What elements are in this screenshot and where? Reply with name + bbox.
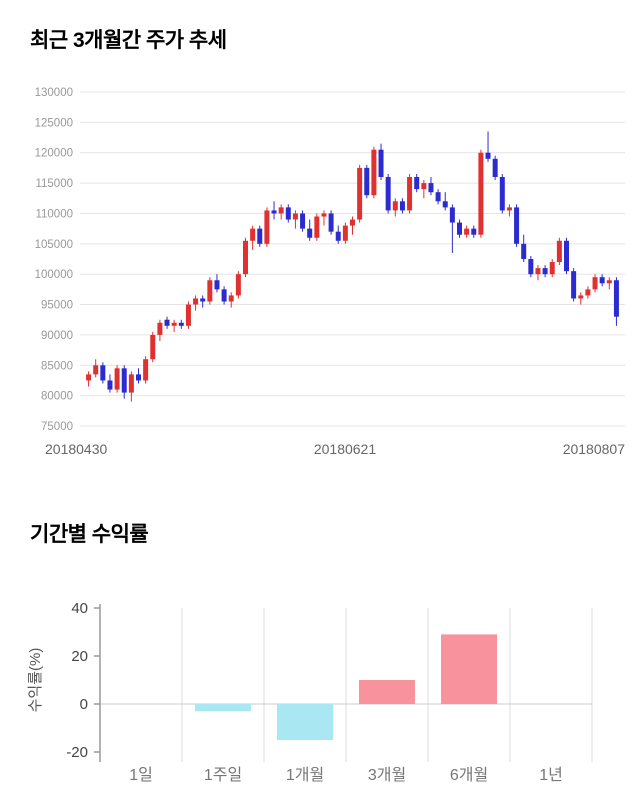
svg-text:75000: 75000 <box>41 421 73 433</box>
svg-text:115000: 115000 <box>35 178 73 190</box>
svg-text:20180621: 20180621 <box>314 441 377 457</box>
svg-text:85000: 85000 <box>41 360 73 372</box>
svg-text:수익률(%): 수익률(%) <box>27 648 44 713</box>
price-candlestick-chart: 75000 80000 85000 90000 95000 100000 105000 110… <box>35 87 626 457</box>
svg-text:95000: 95000 <box>41 300 73 312</box>
svg-text:6개월: 6개월 <box>450 766 488 784</box>
svg-text:130000: 130000 <box>35 87 73 99</box>
svg-text:1일: 1일 <box>129 766 153 784</box>
svg-text:3개월: 3개월 <box>368 766 406 784</box>
svg-text:110000: 110000 <box>35 208 73 220</box>
price-chart-title: 최근 3개월간 주가 추세 <box>30 29 227 52</box>
svg-text:-20: -20 <box>66 744 88 761</box>
returns-chart-title: 기간별 수익률 <box>30 523 149 546</box>
svg-text:20180430: 20180430 <box>45 441 108 457</box>
svg-text:1년: 1년 <box>539 766 563 784</box>
svg-text:20180807: 20180807 <box>563 441 626 457</box>
svg-text:125000: 125000 <box>35 117 73 129</box>
svg-text:0: 0 <box>80 696 88 713</box>
svg-text:120000: 120000 <box>35 148 73 160</box>
svg-text:100000: 100000 <box>35 269 73 281</box>
svg-text:20: 20 <box>71 648 88 665</box>
svg-text:40: 40 <box>71 600 88 617</box>
svg-text:90000: 90000 <box>41 330 73 342</box>
svg-text:1개월: 1개월 <box>286 766 324 784</box>
svg-text:105000: 105000 <box>35 239 73 251</box>
svg-text:80000: 80000 <box>41 391 73 403</box>
svg-text:1주일: 1주일 <box>204 766 242 784</box>
returns-bar-chart: 40 20 0 -20 1일 1주일 1개월 3개월 6개월 1년 수익률(%) <box>27 600 593 784</box>
